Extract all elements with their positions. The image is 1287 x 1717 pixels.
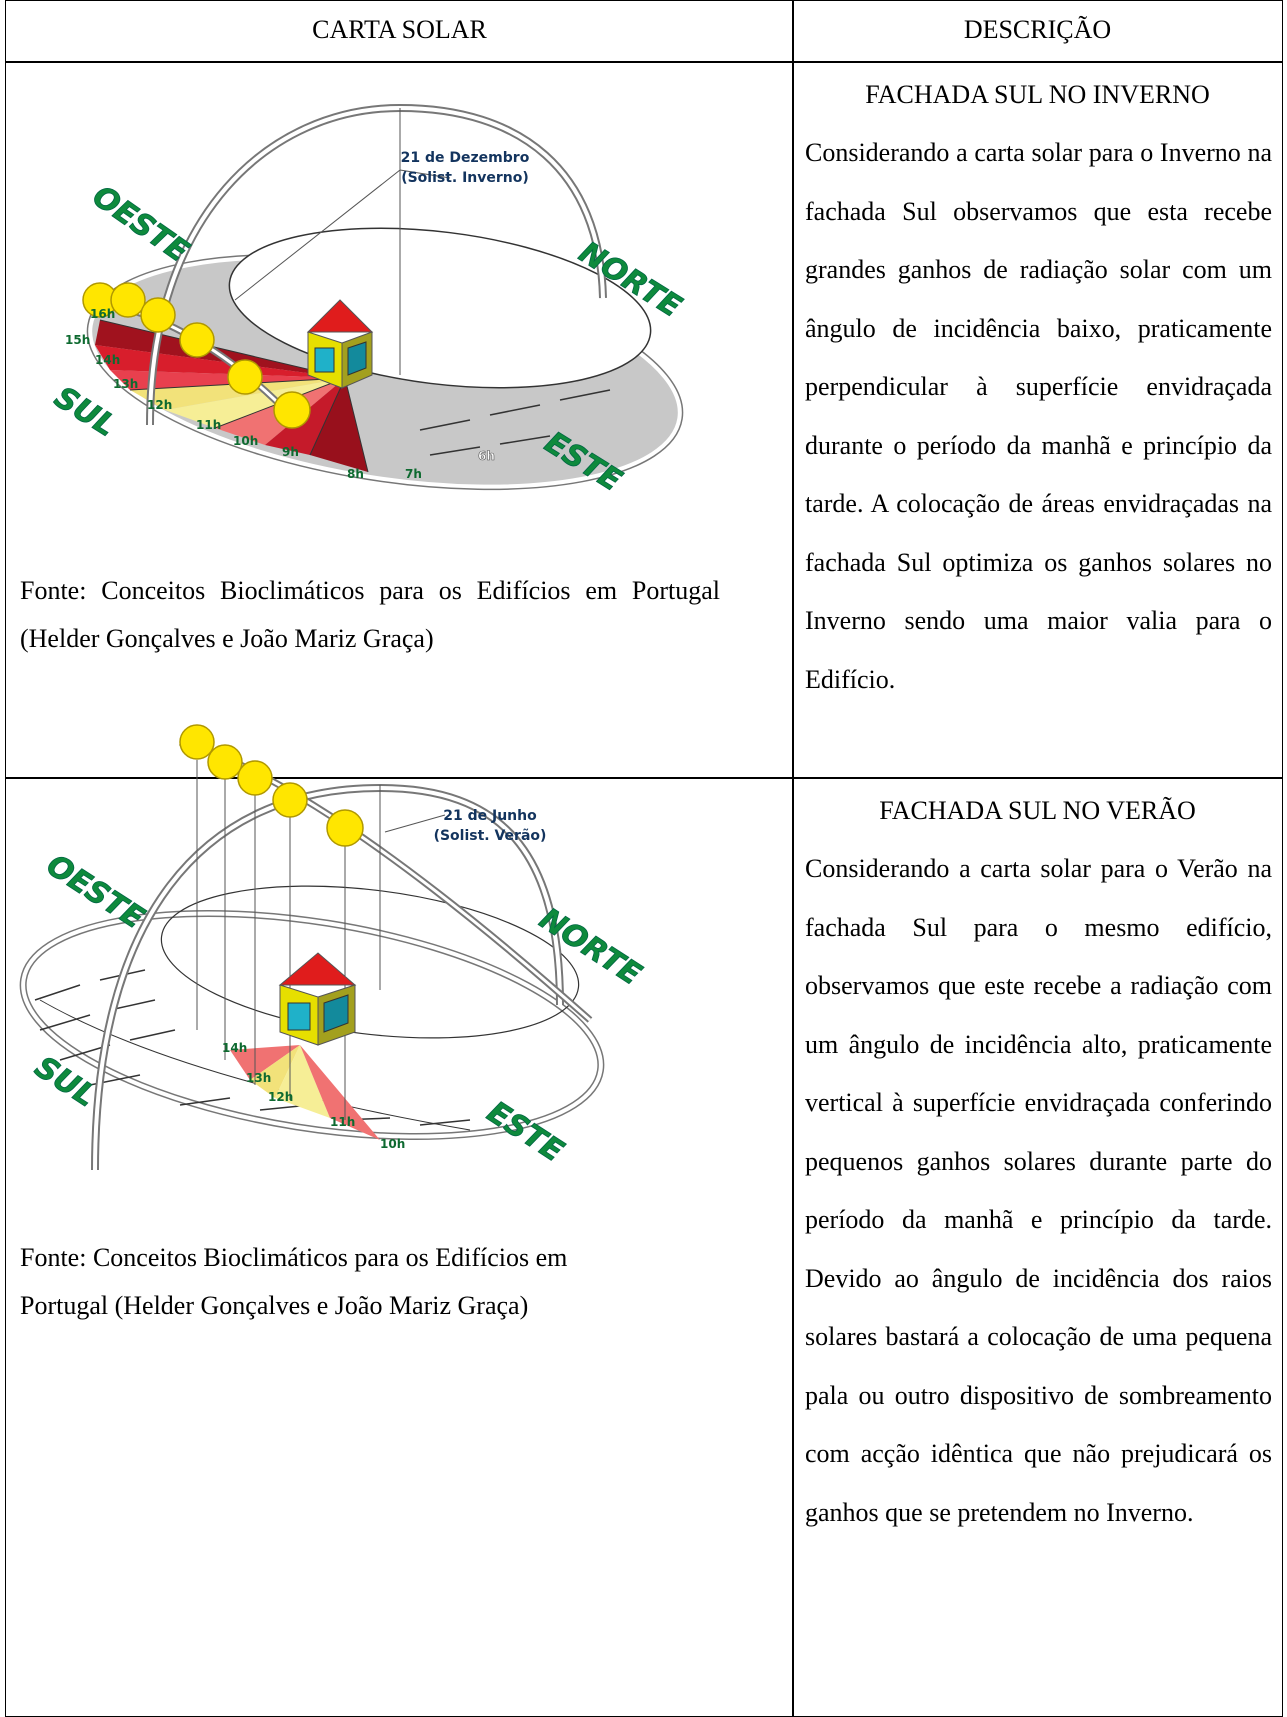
shape [179, 724, 364, 847]
label: (Solist. Verão) [434, 828, 547, 844]
shape [250, 1045, 300, 1098]
shape [287, 1002, 311, 1031]
label: 12h [268, 1090, 293, 1104]
label: 11h [330, 1115, 355, 1129]
shape [130, 378, 345, 410]
shape [326, 809, 364, 847]
label: OESTE [86, 179, 195, 270]
shape [272, 782, 308, 818]
label: 8h [347, 467, 364, 481]
shape [179, 322, 215, 358]
label: 12h [147, 398, 172, 412]
shape [300, 1045, 380, 1140]
shape [110, 370, 345, 390]
shape [323, 994, 349, 1033]
heading: FACHADA SUL NO INVERNO [865, 80, 1210, 109]
chart-cell: Fonte: Conceitos Bioclimáticos para os E… [5, 777, 794, 1717]
label: SUL [48, 380, 122, 444]
shape [179, 724, 215, 760]
header-cell: DESCRIÇÃO [792, 0, 1283, 63]
shape [310, 378, 368, 472]
shape [165, 378, 345, 428]
shape [82, 282, 311, 429]
shape [160, 885, 580, 1039]
description-cell: FACHADA SUL NO INVERNO Considerando a ca… [792, 61, 1283, 779]
label: 21 de Dezembro [401, 150, 530, 166]
label: NORTE [533, 901, 648, 992]
shape [207, 744, 243, 780]
shape [39, 999, 471, 1131]
source: Fonte: Conceitos Bioclimáticos para os E… [20, 576, 720, 653]
description: Considerando a carta solar para o Invern… [805, 138, 1272, 694]
shape [93, 785, 562, 1171]
shape [278, 952, 357, 986]
shape [21, 911, 603, 1139]
label: 21 de Junho [443, 808, 537, 824]
header-cell: CARTA SOLAR [5, 0, 794, 63]
shape [314, 347, 335, 373]
label: 6h [478, 449, 495, 463]
shape [234, 108, 451, 375]
chart-cell: Fonte: Conceitos Bioclimáticos para os E… [5, 61, 794, 779]
label: 14h [95, 353, 120, 367]
label: 14h [222, 1041, 247, 1055]
label: 7h [405, 467, 422, 481]
description-cell: FACHADA SUL NO VERÃO Considerando a cart… [792, 777, 1283, 1717]
shape [237, 760, 273, 796]
label: 10h [233, 434, 258, 448]
label: 9h [282, 445, 299, 459]
label: 16h [90, 307, 115, 321]
shape [227, 359, 263, 395]
shape [110, 282, 146, 318]
shape [306, 299, 374, 333]
label: 13h [246, 1071, 271, 1085]
shape [148, 105, 605, 426]
shape [347, 341, 367, 376]
shape [230, 1045, 300, 1080]
shape [419, 389, 611, 456]
label: 15h [65, 333, 90, 347]
label: (Solist. Inverno) [401, 170, 529, 186]
label: 10h [380, 1137, 405, 1151]
summer-diagram: 21 de Junho (Solist. Verão) OESTE NORTE … [19, 724, 648, 1171]
label: 11h [196, 418, 221, 432]
header-text: CARTA SOLAR [312, 15, 487, 44]
shape [273, 391, 311, 429]
heading: FACHADA SUL NO VERÃO [879, 796, 1196, 825]
winter-diagram: 21 de Dezembro (Solist. Inverno) OESTE N… [48, 103, 688, 499]
header-text: DESCRIÇÃO [963, 15, 1112, 44]
shape [275, 1045, 330, 1118]
shape [140, 297, 176, 333]
source: Fonte: Conceitos Bioclimáticos para os E… [20, 1243, 568, 1320]
description: Considerando a carta solar para o Verão … [805, 854, 1272, 1527]
label: 13h [113, 377, 138, 391]
